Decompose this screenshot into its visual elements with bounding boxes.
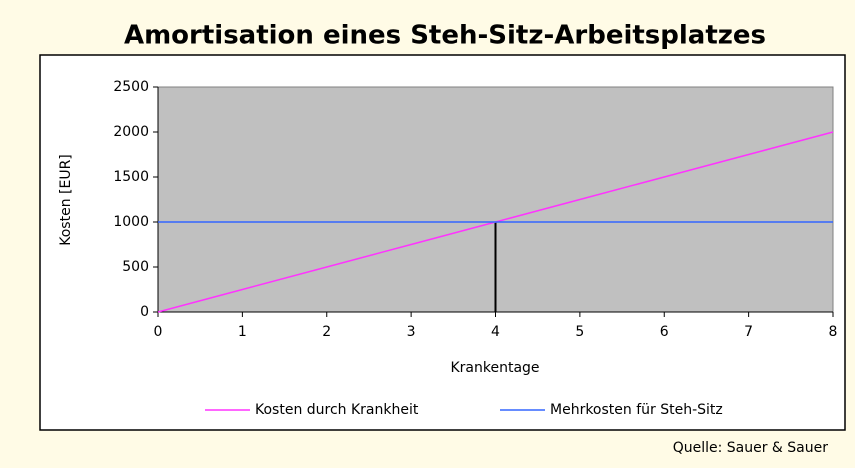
y-tick-label: 0 (140, 304, 149, 320)
x-tick-label: 7 (744, 324, 753, 340)
y-axis-label: Kosten [EUR] (58, 154, 74, 246)
y-tick-label: 1000 (113, 214, 149, 230)
x-tick-label: 6 (660, 324, 669, 340)
legend-label: Mehrkosten für Steh-Sitz (550, 402, 723, 418)
x-tick-label: 2 (322, 324, 331, 340)
x-tick-label: 0 (154, 324, 163, 340)
legend-label: Kosten durch Krankheit (255, 402, 419, 418)
x-tick-label: 3 (407, 324, 416, 340)
x-tick-label: 1 (238, 324, 247, 340)
x-tick-label: 8 (829, 324, 838, 340)
y-tick-label: 500 (122, 259, 149, 275)
y-tick-label: 2500 (113, 79, 149, 95)
x-tick-label: 5 (575, 324, 584, 340)
y-tick-label: 1500 (113, 169, 149, 185)
y-tick-label: 2000 (113, 124, 149, 140)
x-tick-label: 4 (491, 324, 500, 340)
chart-title: Amortisation eines Steh-Sitz-Arbeitsplat… (124, 21, 766, 51)
source-note: Quelle: Sauer & Sauer (673, 440, 829, 456)
x-axis-label: Krankentage (450, 360, 539, 376)
